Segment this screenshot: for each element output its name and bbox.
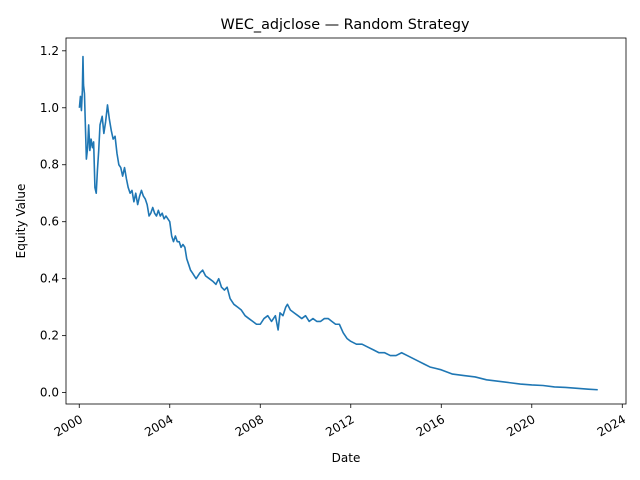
equity-series-line	[78, 55, 598, 391]
y-axis-label: Equity Value	[14, 184, 28, 259]
plot-frame	[65, 37, 627, 405]
y-tick-label: 0.0	[40, 386, 59, 400]
y-tick-label: 0.2	[40, 329, 59, 343]
y-tick-label: 0.6	[40, 215, 59, 229]
y-tick-label: 0.4	[40, 272, 59, 286]
y-tick-label: 1.2	[40, 44, 59, 58]
chart-title: WEC_adjclose — Random Strategy	[221, 17, 470, 33]
x-axis-label: Date	[332, 451, 361, 465]
plot-area	[78, 55, 598, 391]
y-axis-ticks: 0.0 0.2 0.4 0.6 0.8 1.0 1.2	[40, 44, 66, 400]
y-tick-label: 1.0	[40, 101, 59, 115]
y-tick-label: 0.8	[40, 158, 59, 172]
